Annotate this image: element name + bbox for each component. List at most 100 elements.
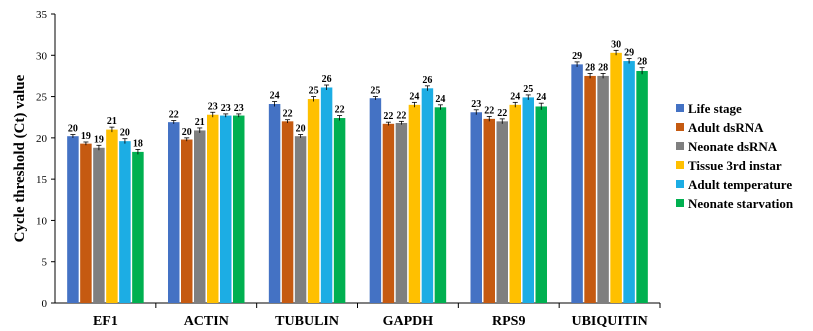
- bar: [597, 75, 609, 303]
- y-tick-label: 25: [36, 92, 48, 104]
- data-label: 29: [572, 51, 582, 62]
- data-label: 20: [68, 124, 78, 135]
- bar: [320, 87, 333, 303]
- data-label: 26: [322, 74, 332, 85]
- bar: [93, 147, 105, 303]
- bar: [307, 99, 320, 303]
- legend-swatch: [676, 142, 684, 150]
- bar: [509, 104, 521, 303]
- bar: [67, 136, 79, 303]
- data-label: 19: [81, 131, 91, 142]
- data-label: 29: [624, 48, 634, 59]
- bar: [281, 121, 294, 303]
- data-label: 22: [396, 110, 406, 121]
- bar: [132, 151, 144, 303]
- category-label: TUBULIN: [275, 314, 339, 329]
- data-label: 25: [523, 84, 533, 95]
- bar: [119, 141, 131, 303]
- bar: [522, 97, 534, 303]
- legend-swatch: [676, 104, 684, 112]
- data-label: 23: [221, 103, 231, 114]
- legend-label: Tissue 3rd instar: [688, 158, 782, 173]
- legend-swatch: [676, 180, 684, 188]
- bar: [220, 115, 232, 303]
- bar: [395, 122, 408, 303]
- bar: [382, 123, 395, 303]
- bar: [535, 106, 547, 303]
- data-label: 26: [422, 75, 432, 86]
- data-label: 24: [270, 91, 280, 102]
- data-label: 22: [497, 108, 507, 119]
- bar: [168, 122, 180, 303]
- y-tick-label: 15: [36, 174, 48, 186]
- bar: [80, 143, 92, 303]
- y-tick-label: 0: [42, 298, 48, 310]
- data-label: 22: [484, 105, 494, 116]
- category-label: EF1: [93, 314, 118, 329]
- legend-label: Neonate starvation: [688, 196, 794, 211]
- data-label: 23: [234, 103, 244, 114]
- bar: [434, 107, 447, 303]
- legend-swatch: [676, 199, 684, 207]
- bar: [483, 118, 495, 303]
- y-tick-label: 5: [42, 257, 48, 269]
- data-label: 24: [510, 91, 520, 102]
- data-label: 25: [370, 86, 380, 97]
- data-label: 25: [309, 86, 319, 97]
- data-label: 22: [335, 105, 345, 116]
- bar: [194, 130, 206, 303]
- bar: [369, 98, 382, 303]
- y-tick-label: 10: [36, 215, 48, 227]
- category-label: UBIQUITIN: [571, 314, 647, 329]
- y-tick-label: 30: [36, 50, 48, 62]
- data-label: 28: [598, 62, 608, 73]
- y-axis-title: Cycle threshold (Ct) value: [12, 74, 28, 242]
- data-label: 20: [296, 124, 306, 135]
- bar: [207, 114, 219, 303]
- data-label: 19: [94, 134, 104, 145]
- data-label: 22: [283, 109, 293, 120]
- bar: [181, 139, 193, 303]
- data-label: 24: [435, 94, 445, 105]
- data-label: 23: [471, 99, 481, 110]
- data-label: 30: [611, 39, 621, 50]
- data-label: 23: [208, 101, 218, 112]
- bar: [470, 112, 482, 303]
- legend-label: Neonate dsRNA: [688, 139, 778, 154]
- data-label: 22: [169, 110, 179, 121]
- bar: [623, 61, 635, 303]
- bar: [421, 88, 434, 303]
- legend-label: Adult dsRNA: [688, 120, 764, 135]
- data-label: 24: [536, 92, 546, 103]
- bar: [333, 118, 346, 303]
- bar: [610, 52, 622, 304]
- category-label: ACTIN: [184, 314, 229, 329]
- legend-label: Life stage: [688, 101, 742, 116]
- bar: [408, 104, 421, 303]
- y-tick-label: 35: [36, 9, 48, 21]
- data-label: 28: [585, 62, 595, 73]
- bar: [571, 64, 583, 304]
- bar: [233, 115, 245, 303]
- data-label: 22: [383, 111, 393, 122]
- y-tick-label: 20: [36, 133, 48, 145]
- data-label: 18: [133, 138, 143, 149]
- category-label: GAPDH: [383, 314, 434, 329]
- data-label: 24: [409, 91, 419, 102]
- legend-swatch: [676, 161, 684, 169]
- data-label: 20: [182, 127, 192, 138]
- category-label: RPS9: [492, 314, 525, 329]
- legend-swatch: [676, 123, 684, 131]
- bar: [294, 136, 307, 303]
- bar: [268, 104, 281, 303]
- bar: [636, 70, 648, 303]
- data-label: 21: [195, 117, 205, 128]
- bar: [584, 75, 596, 303]
- bar: [496, 121, 508, 303]
- legend-label: Adult temperature: [688, 177, 792, 192]
- data-label: 20: [120, 128, 130, 139]
- bar: [106, 129, 118, 303]
- data-label: 21: [107, 116, 117, 127]
